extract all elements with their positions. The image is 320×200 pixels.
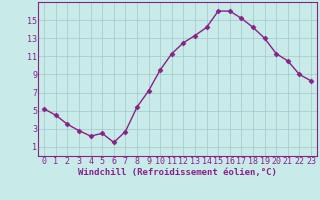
- X-axis label: Windchill (Refroidissement éolien,°C): Windchill (Refroidissement éolien,°C): [78, 168, 277, 177]
